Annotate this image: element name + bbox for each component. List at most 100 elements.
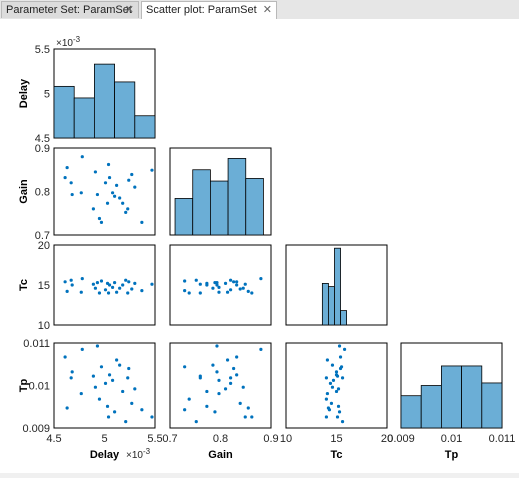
scatter-point	[140, 408, 144, 412]
scatter-point	[259, 347, 263, 351]
scatter-point	[121, 201, 125, 205]
scatter-point	[183, 408, 187, 412]
histogram-bar	[94, 63, 116, 139]
scatter-point	[63, 355, 67, 359]
scatter-point	[215, 344, 219, 348]
y-tick-label: 0.009	[22, 423, 50, 435]
close-icon[interactable]: ✕	[262, 4, 272, 16]
scatter-point	[105, 201, 110, 205]
scatter-point	[150, 415, 154, 419]
scatter-point	[329, 401, 334, 405]
scatter-point	[103, 181, 108, 185]
axes-box-tc-delay	[53, 244, 156, 326]
scatter-point	[243, 415, 247, 419]
y-tick-label: 0.7	[35, 230, 50, 242]
scatter-point	[124, 278, 128, 282]
scatter-point	[79, 391, 83, 396]
histogram-bar	[245, 178, 264, 236]
scatter-point	[91, 374, 95, 378]
scatter-point	[229, 278, 233, 282]
y-axis-label: Tp	[18, 379, 30, 393]
scatter-point	[205, 404, 209, 408]
scatter-point	[130, 287, 134, 291]
histogram-bar	[481, 382, 503, 429]
histogram-bar	[440, 365, 462, 429]
scatter-point	[121, 283, 125, 287]
scatter-point	[91, 207, 95, 211]
scatter-point	[140, 220, 144, 224]
scatter-point	[93, 385, 98, 389]
scatter-point	[118, 363, 122, 367]
scatter-point	[232, 280, 236, 284]
scatter-point	[118, 286, 122, 290]
scatter-point	[198, 282, 202, 286]
scatter-point	[337, 344, 342, 348]
scatter-point	[103, 288, 108, 292]
scatter-point	[115, 290, 119, 294]
y-tick-label: 5	[44, 89, 50, 101]
histogram-bar	[461, 365, 483, 429]
scatter-point	[69, 278, 73, 282]
scatter-point	[235, 373, 239, 377]
scatter-point	[238, 287, 242, 291]
scatter-point	[65, 406, 69, 410]
x-tick-label: 0.7	[162, 433, 177, 445]
scatter-point	[235, 283, 239, 287]
y-tick-label: 5.5	[35, 44, 50, 56]
scatter-point	[121, 389, 125, 394]
scatter-point	[324, 376, 328, 380]
scatter-point	[110, 191, 115, 195]
scatter-point	[70, 283, 74, 287]
scatter-point	[95, 344, 100, 348]
scatter-point	[336, 404, 341, 408]
close-icon[interactable]: ✕	[124, 4, 134, 16]
scatter-point	[217, 285, 221, 289]
scatter-point	[336, 387, 341, 391]
tab-parameter-set[interactable]: Parameter Set: ParamSet ✕	[1, 1, 139, 18]
scatter-point	[70, 192, 74, 197]
scatter-point	[70, 370, 74, 374]
scatter-point	[241, 385, 245, 389]
y-axis-label: Delay	[18, 78, 30, 108]
x-tick-label: 5	[101, 433, 107, 445]
scatter-point	[213, 281, 217, 285]
scatter-point	[331, 378, 336, 382]
scatter-point	[223, 387, 228, 391]
scatter-point	[107, 283, 112, 287]
x-axis-label: Tc	[330, 449, 342, 461]
tab-scatter-plot[interactable]: Scatter plot: ParamSet ✕	[141, 1, 277, 20]
scatter-point	[330, 385, 335, 389]
scatter-point	[217, 391, 221, 396]
plot-canvas: 4.5 5 5.5 Delay 0.7 0.8 0.9 Gain 10 15 20 Tc 0.009 0.…	[0, 19, 519, 473]
scatter-point	[225, 358, 230, 362]
histogram-bar	[174, 198, 194, 236]
scatter-point	[194, 278, 198, 282]
scatter-point	[325, 391, 330, 396]
scatter-point	[126, 291, 130, 295]
scatter-point	[238, 401, 242, 405]
axes-box-tp-gain	[169, 342, 272, 429]
scatter-point	[130, 401, 134, 405]
scatter-point	[140, 289, 144, 293]
histogram-bar	[321, 282, 329, 326]
scatter-point	[69, 376, 73, 380]
y-tick-label: 0.8	[35, 187, 50, 199]
scatter-point	[93, 170, 98, 174]
scatter-point	[235, 280, 239, 284]
scatter-point	[211, 363, 215, 367]
scatter-point	[127, 178, 131, 182]
scatter-point	[232, 366, 236, 371]
scatter-point	[337, 410, 342, 414]
scatter-point	[183, 279, 187, 283]
histogram-bar	[334, 247, 341, 326]
scatter-point	[217, 378, 221, 382]
x-axis-label: Gain	[208, 449, 233, 461]
y-tick-label: 0.011	[23, 338, 50, 350]
scatter-point	[118, 196, 122, 200]
scatter-point	[215, 370, 219, 374]
scatter-point	[241, 286, 245, 290]
histogram-bar	[340, 310, 348, 326]
scatter-point	[110, 378, 115, 382]
scatter-point	[246, 406, 250, 410]
x-tick-label: 4.5	[46, 433, 61, 445]
